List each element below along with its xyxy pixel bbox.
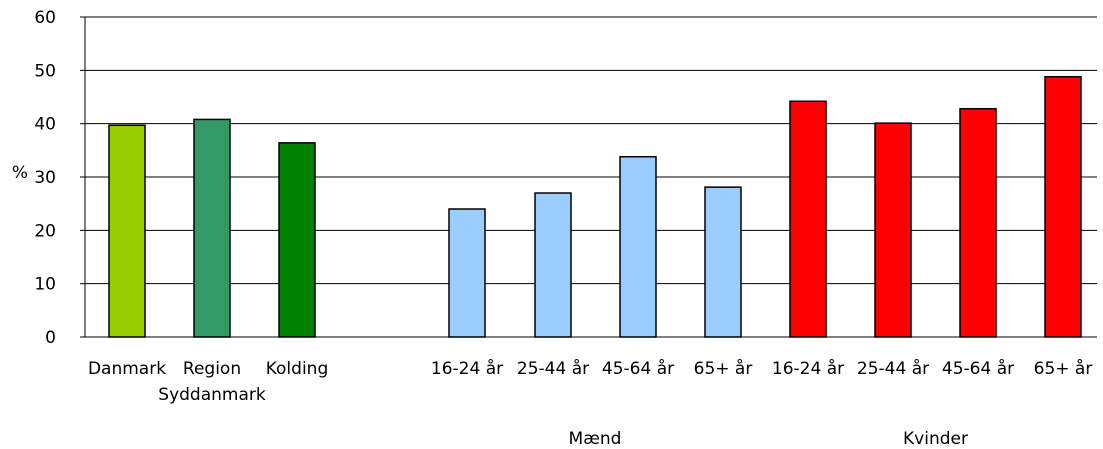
- x-category-label: Syddanmark: [158, 385, 266, 405]
- gridlines: [85, 16, 1097, 285]
- x-category-label: 16-24 år: [772, 358, 844, 379]
- axes: [80, 16, 1097, 338]
- y-tick-label: 20: [34, 221, 56, 241]
- group-labels: Mænd Kvinder: [569, 429, 968, 449]
- y-tick-label: 60: [34, 8, 56, 28]
- y-tick-label: 0: [45, 328, 56, 348]
- bars: [108, 75, 1082, 338]
- x-category-label: Region: [183, 359, 241, 379]
- x-category-label: 65+ år: [1034, 358, 1093, 379]
- y-tick-label: 10: [34, 275, 56, 295]
- bar: [108, 124, 146, 338]
- x-category-label: 65+ år: [694, 358, 753, 379]
- y-tick-labels: 0 10 20 30 40 50 60: [34, 8, 56, 348]
- bar: [704, 186, 742, 338]
- bar: [1044, 75, 1082, 338]
- x-category-label: 45-64 år: [602, 358, 674, 379]
- bar: [619, 155, 657, 338]
- x-category-label: Danmark: [88, 359, 166, 379]
- x-category-label: 16-24 år: [431, 358, 503, 379]
- x-category-label: Kolding: [266, 359, 329, 379]
- y-tick-label: 40: [34, 115, 56, 135]
- bar: [959, 107, 997, 338]
- bar: [448, 208, 486, 338]
- x-category-label: 25-44 år: [517, 358, 589, 379]
- bar: [278, 142, 316, 338]
- y-tick-label: 30: [34, 168, 56, 188]
- y-tick-label: 50: [34, 61, 56, 81]
- x-category-label: 25-44 år: [857, 358, 929, 379]
- bar: [534, 192, 572, 338]
- group-label: Mænd: [569, 429, 622, 449]
- y-axis-label: %: [12, 163, 28, 183]
- group-label: Kvinder: [903, 429, 968, 449]
- bar: [874, 122, 912, 338]
- bar: [789, 100, 827, 338]
- bar: [193, 118, 231, 338]
- x-category-label: 45-64 år: [942, 358, 1014, 379]
